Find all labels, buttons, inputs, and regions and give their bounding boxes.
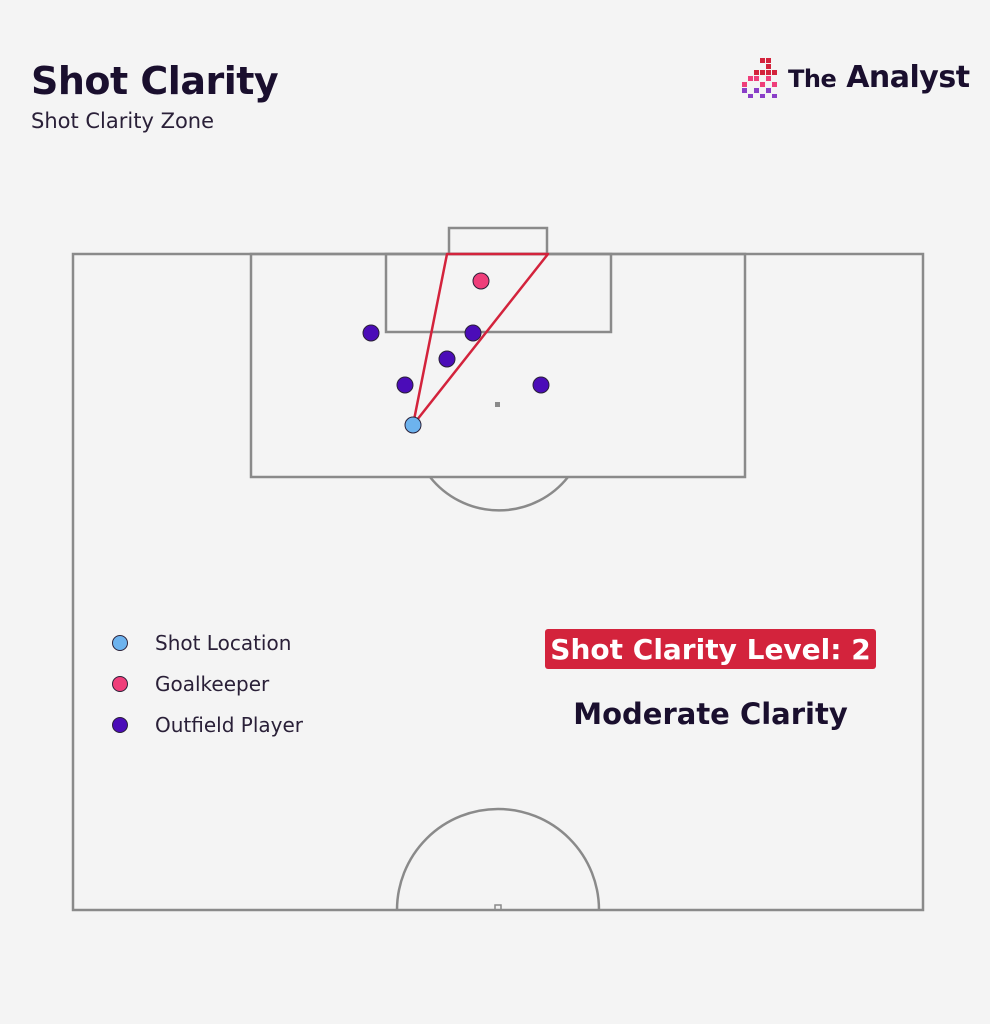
outfield-player-marker [396, 376, 414, 394]
shot-location-marker [404, 416, 422, 434]
pitch-lines [71, 226, 925, 912]
page-title: Shot Clarity [31, 59, 279, 103]
legend-item-goalkeeper: Goalkeeper [112, 663, 303, 704]
legend-item-shot-location: Shot Location [112, 622, 303, 663]
legend-item-outfield-player: Outfield Player [112, 704, 303, 745]
goal-frame [447, 226, 549, 256]
goalkeeper-marker [472, 272, 490, 290]
clarity-description: Moderate Clarity [573, 697, 848, 731]
outfield-player-marker [464, 324, 482, 342]
brand-wordmark: Analyst [846, 60, 970, 95]
goalkeeper-swatch-icon [112, 675, 128, 692]
penalty-arc [429, 476, 569, 512]
penalty-area [249, 252, 747, 479]
legend-label: Shot Location [155, 630, 292, 655]
center-spot [494, 904, 502, 911]
brand-name: The Analyst [788, 63, 970, 93]
six-yard-box [384, 252, 613, 334]
outfield-player-marker [438, 350, 456, 368]
outfield-player-marker [362, 324, 380, 342]
analyst-bars-logo-icon [742, 58, 777, 98]
penalty-spot [495, 402, 500, 407]
outfield-player-marker [532, 376, 550, 394]
brand-prefix: The [788, 65, 837, 93]
shot-clarity-cone [411, 252, 550, 427]
outfield-player-swatch-icon [112, 716, 128, 733]
legend: Shot Location Goalkeeper Outfield Player [112, 622, 303, 745]
legend-label: Outfield Player [155, 712, 304, 737]
pitch-boundary [71, 252, 925, 912]
brand-logo-group: The Analyst [738, 56, 970, 100]
legend-label: Goalkeeper [155, 671, 270, 696]
page-subtitle: Shot Clarity Zone [31, 109, 215, 133]
shot-location-swatch-icon [112, 634, 128, 651]
clarity-level-badge: Shot Clarity Level: 2 [545, 629, 876, 669]
center-circle-arc [395, 807, 601, 911]
